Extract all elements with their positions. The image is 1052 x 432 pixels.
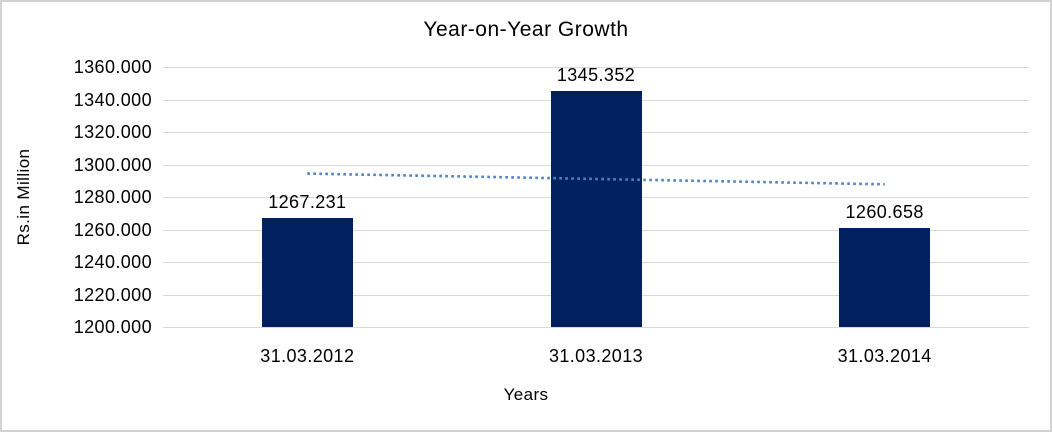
y-tick-label: 1360.000 xyxy=(73,57,152,77)
y-tick-label: 1200.000 xyxy=(73,317,152,337)
y-tick-label: 1320.000 xyxy=(73,122,152,142)
gridline xyxy=(163,67,1029,68)
plot-area: 1267.231 1345.352 1260.658 xyxy=(163,64,1029,328)
bar-data-label: 1267.231 xyxy=(268,191,347,212)
bar-31.03.2013 xyxy=(550,90,642,327)
y-tick-label: 1280.000 xyxy=(73,187,152,207)
chart-title: Year-on-Year Growth xyxy=(423,18,629,41)
y-tick-label: 1300.000 xyxy=(73,154,152,175)
bar-31.03.2014 xyxy=(839,228,931,327)
x-tick-label: 31.03.2013 xyxy=(548,346,644,366)
x-tick-label: 31.03.2012 xyxy=(260,346,355,366)
y-tick-label: 1260.000 xyxy=(73,219,152,240)
y-tick-label: 1220.000 xyxy=(73,284,152,305)
x-tick-label: 31.03.2014 xyxy=(837,346,932,366)
y-tick-label: 1340.000 xyxy=(73,89,152,110)
bar-31.03.2012 xyxy=(261,217,353,327)
bar-data-label: 1260.658 xyxy=(845,202,924,223)
gridline xyxy=(163,327,1029,328)
x-axis-title: Years xyxy=(503,385,549,404)
y-tick-label: 1240.000 xyxy=(73,252,152,272)
bar-data-label: 1345.352 xyxy=(556,64,636,85)
